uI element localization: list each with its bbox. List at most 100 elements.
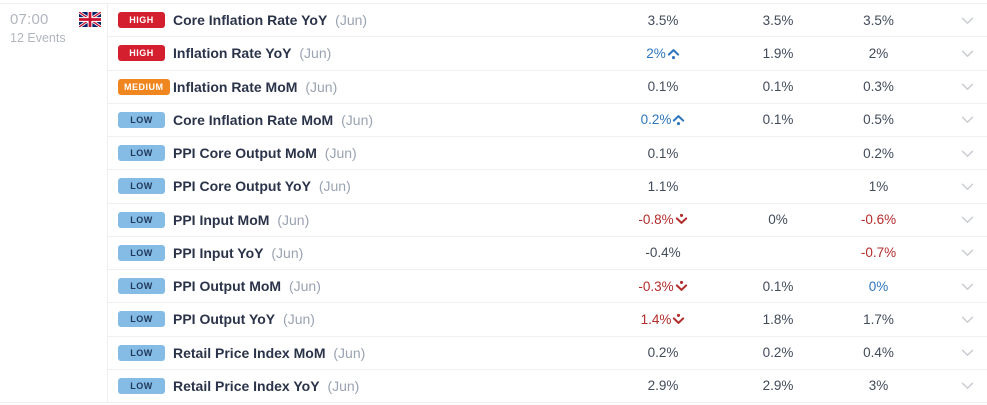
prior-value-text: 3% <box>868 378 889 394</box>
prior-value-text: -0.6% <box>860 212 897 228</box>
prior-value: -0.6% <box>828 212 929 227</box>
event-period: (Jun) <box>341 111 374 128</box>
actual-value-text: 2% <box>646 45 666 61</box>
prior-value: 0.2% <box>828 146 929 161</box>
importance-badge: LOW <box>118 278 165 295</box>
actual-value-text: -0.8% <box>638 212 674 228</box>
expand-row-button[interactable] <box>929 145 987 162</box>
event-row[interactable]: LOW PPI Core Output YoY (Jun) 1.1% 1% <box>108 170 987 204</box>
forecast-value-text: 3.5% <box>762 12 794 28</box>
event-period: (Jun) <box>277 211 310 228</box>
event-row[interactable]: LOW Retail Price Index YoY (Jun) 2.9% 2.… <box>108 369 987 402</box>
chevron-down-icon <box>961 183 974 190</box>
expand-row-button[interactable] <box>929 111 987 128</box>
chevron-down-icon <box>961 382 974 390</box>
importance-badge: LOW <box>118 344 165 361</box>
forecast-value: 3.5% <box>728 13 828 28</box>
importance-badge: LOW <box>118 145 165 162</box>
event-row[interactable]: HIGH Core Inflation Rate YoY (Jun) 3.5% … <box>108 4 987 38</box>
event-row[interactable]: LOW PPI Output MoM (Jun) -0.3% 0.1% 0% <box>108 270 987 304</box>
expand-row-button[interactable] <box>929 377 987 394</box>
event-period: (Jun) <box>305 78 338 95</box>
importance-badge-cell: LOW <box>118 244 173 261</box>
chevron-down-icon <box>961 216 974 224</box>
expand-row-button[interactable] <box>929 211 987 228</box>
chevron-down-icon <box>961 349 974 357</box>
down-arrow-icon <box>675 280 687 291</box>
forecast-value-text: 1.9% <box>762 45 794 61</box>
chevron-down-icon <box>961 116 974 124</box>
importance-badge-cell: LOW <box>118 111 173 128</box>
event-period: (Jun) <box>288 278 321 295</box>
actual-value: -0.8% <box>613 212 713 227</box>
importance-badge: LOW <box>118 178 165 195</box>
expand-row-button[interactable] <box>929 278 987 295</box>
event-period: (Jun) <box>327 377 360 394</box>
event-name: PPI Output MoM <box>173 278 282 295</box>
event-name-cell: PPI Output MoM (Jun) <box>173 278 613 294</box>
prior-value-text: 0.5% <box>863 112 894 128</box>
actual-value: 2% <box>613 46 713 61</box>
prior-value-text: 0% <box>868 278 889 294</box>
prior-value: 2% <box>828 46 929 61</box>
actual-value: -0.4% <box>613 245 713 260</box>
down-arrow-icon <box>673 313 685 324</box>
prior-value: 3% <box>828 378 929 393</box>
actual-value: 3.5% <box>613 13 713 28</box>
importance-badge: HIGH <box>118 45 165 62</box>
forecast-value: 1.9% <box>728 46 828 61</box>
chevron-down-icon <box>961 283 974 290</box>
event-period: (Jun) <box>271 244 304 261</box>
actual-value-text: 3.5% <box>647 12 679 28</box>
importance-badge: MEDIUM <box>118 78 170 95</box>
event-name-cell: PPI Output YoY (Jun) <box>173 311 613 327</box>
event-row[interactable]: LOW PPI Input YoY (Jun) -0.4% -0.7% <box>108 236 987 270</box>
event-period: (Jun) <box>335 12 368 29</box>
importance-badge: LOW <box>118 244 165 261</box>
event-period: (Jun) <box>283 311 315 328</box>
event-row[interactable]: LOW PPI Input MoM (Jun) -0.8% 0% -0.6% <box>108 203 987 237</box>
event-name: PPI Input YoY <box>173 244 264 261</box>
forecast-value: 0.1% <box>728 79 828 94</box>
event-row[interactable]: HIGH Inflation Rate YoY (Jun) 2% 1.9% 2% <box>108 37 987 71</box>
event-row[interactable]: MEDIUM Inflation Rate MoM (Jun) 0.1% 0.1… <box>108 70 987 104</box>
event-name-cell: Inflation Rate MoM (Jun) <box>173 79 613 95</box>
forecast-value-text: 0% <box>768 212 788 228</box>
event-row[interactable]: LOW Retail Price Index MoM (Jun) 0.2% 0.… <box>108 336 987 370</box>
actual-value-text: 1.4% <box>640 311 672 327</box>
event-row[interactable]: LOW Core Inflation Rate MoM (Jun) 0.2% 0… <box>108 103 987 137</box>
event-name-cell: PPI Input YoY (Jun) <box>173 245 613 261</box>
actual-value-text: 0.2% <box>647 345 679 361</box>
actual-value: 0.1% <box>613 79 713 94</box>
calendar-table: 07:00 12 Events HIGH Core Inflation Rate… <box>0 3 987 403</box>
event-name-cell: PPI Core Output MoM (Jun) <box>173 145 613 161</box>
session-time-cell: 07:00 12 Events <box>0 4 108 402</box>
actual-value: 1.4% <box>613 312 713 327</box>
importance-badge-cell: LOW <box>118 278 173 295</box>
event-name-cell: Inflation Rate YoY (Jun) <box>173 45 613 61</box>
importance-badge: HIGH <box>118 12 165 29</box>
expand-row-button[interactable] <box>929 45 987 62</box>
event-name-cell: Retail Price Index YoY (Jun) <box>173 378 613 394</box>
expand-row-button[interactable] <box>929 178 987 195</box>
event-name-cell: PPI Core Output YoY (Jun) <box>173 178 613 194</box>
importance-badge-cell: HIGH <box>118 45 173 62</box>
chevron-down-icon <box>961 249 974 257</box>
event-row[interactable]: LOW PPI Output YoY (Jun) 1.4% 1.8% 1.7% <box>108 303 987 337</box>
prior-value-text: 0.4% <box>863 345 894 361</box>
prior-value: -0.7% <box>828 245 929 260</box>
importance-badge-cell: LOW <box>118 178 173 195</box>
uk-flag-icon <box>79 12 101 27</box>
event-row[interactable]: LOW PPI Core Output MoM (Jun) 0.1% 0.2% <box>108 137 987 171</box>
expand-row-button[interactable] <box>929 344 987 361</box>
expand-row-button[interactable] <box>929 12 987 29</box>
actual-value: 0.2% <box>613 345 713 360</box>
expand-row-button[interactable] <box>929 311 987 328</box>
importance-badge: LOW <box>118 311 165 328</box>
expand-row-button[interactable] <box>929 244 987 261</box>
chevron-down-icon <box>961 316 974 323</box>
prior-value: 0% <box>828 279 929 294</box>
event-period: (Jun) <box>333 344 366 361</box>
expand-row-button[interactable] <box>929 78 987 95</box>
actual-value-text: 0.1% <box>647 79 679 95</box>
